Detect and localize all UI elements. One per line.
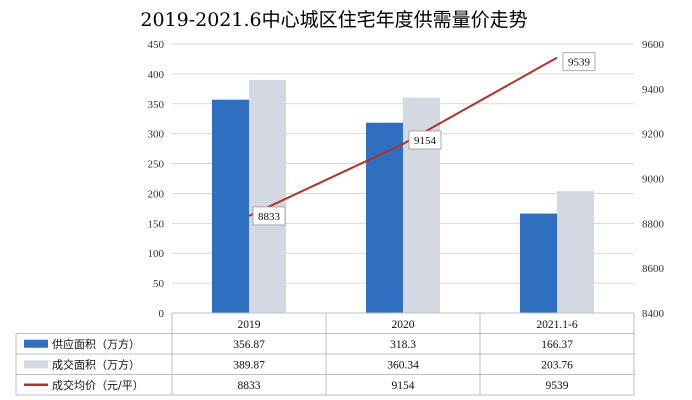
price-data-label: 9154	[414, 135, 437, 147]
y-axis-left: 0 50 100 150 200 250 300 350 400 450	[148, 39, 165, 320]
y2-tick-label: 9200	[642, 129, 665, 141]
table-cell: 8833	[238, 380, 261, 392]
table-cell: 166.37	[541, 339, 573, 351]
line-series: 8833 9154 9539	[248, 52, 596, 226]
table-cell: 389.87	[233, 359, 265, 371]
bar-deal-1	[403, 97, 440, 313]
y2-tick-label: 9400	[642, 84, 665, 96]
category-label: 2021.1-6	[536, 319, 577, 331]
table-cell: 360.34	[387, 359, 419, 371]
price-label-box	[562, 52, 596, 72]
y-tick-label: 100	[148, 248, 165, 260]
y-tick-label: 400	[148, 69, 165, 81]
category-label: 2019	[238, 319, 261, 331]
legend-entry: 成交均价（元/平）	[52, 378, 144, 392]
y-tick-label: 50	[153, 278, 165, 290]
table-cell: 318.3	[390, 339, 416, 351]
table-cell: 9539	[546, 380, 569, 392]
y-axis-right: 8400 8600 8800 9000 9200 9400 9600	[642, 39, 665, 320]
y-tick-label: 0	[159, 308, 165, 320]
y2-tick-label: 8600	[642, 263, 665, 275]
bar-deal-0	[249, 79, 286, 314]
legend-swatch	[24, 360, 48, 369]
price-data-label: 8833	[258, 211, 281, 223]
bar-supply-1	[366, 122, 403, 314]
y-tick-label: 250	[148, 159, 165, 171]
bar-supply-0	[212, 99, 249, 313]
y-tick-label: 300	[148, 129, 165, 141]
bar-deal-2	[557, 191, 594, 313]
y-tick-label: 200	[148, 188, 165, 200]
table-cell: 9154	[392, 380, 415, 392]
category-label: 2020	[392, 319, 415, 331]
price-data-label: 9539	[568, 57, 591, 69]
price-line	[248, 56, 558, 217]
table-cell: 356.87	[233, 339, 265, 351]
legend-swatch	[24, 339, 48, 348]
legend-entry: 供应面积（万方）	[52, 337, 140, 351]
y-tick-label: 350	[148, 99, 165, 111]
y-tick-label: 450	[148, 39, 165, 51]
bar-group	[212, 79, 594, 314]
chart-title: 2019-2021.6中心城区住宅年度供需量价走势	[140, 9, 527, 31]
price-label-box	[408, 130, 442, 150]
bar-supply-2	[520, 213, 557, 313]
data-table: 2019 2020 2021.1-6 供应面积（万方） 356.87 318.3 166.3…	[15, 312, 635, 396]
y2-tick-label: 8400	[642, 308, 665, 320]
table-cell: 203.76	[541, 359, 573, 371]
price-label-box	[252, 206, 286, 226]
y2-tick-label: 9600	[642, 39, 665, 51]
y2-tick-label: 8800	[642, 218, 665, 230]
y2-tick-label: 9000	[642, 174, 665, 186]
legend-entry: 成交面积（万方）	[52, 357, 140, 371]
y-tick-label: 150	[148, 218, 165, 230]
